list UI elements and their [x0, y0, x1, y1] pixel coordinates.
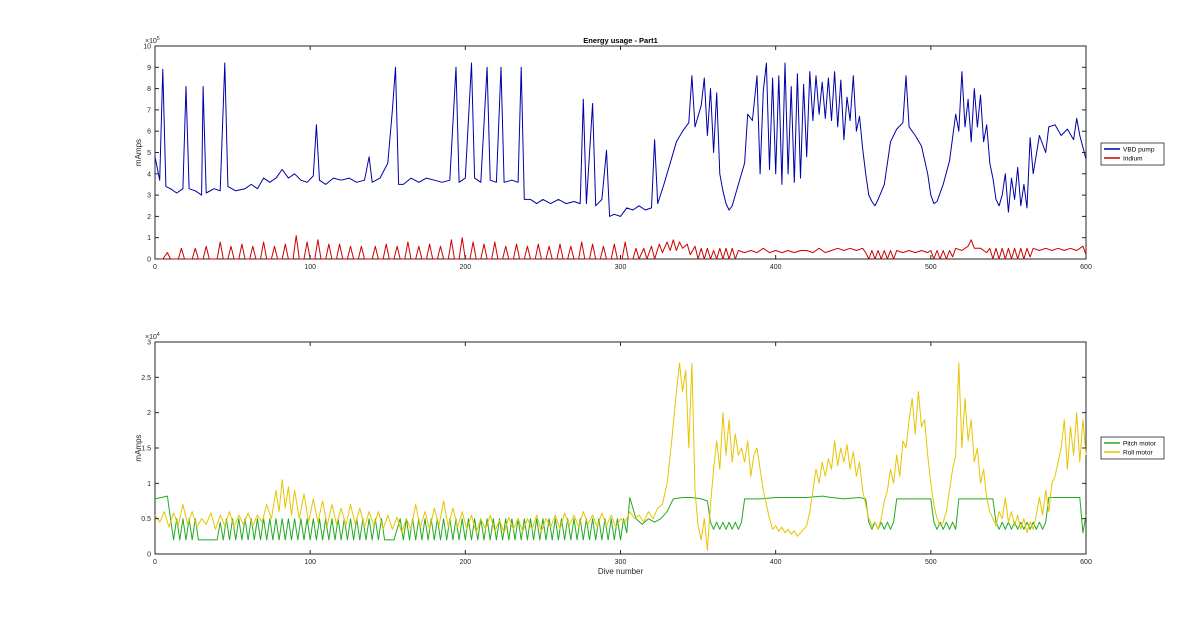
y-axis-label: mAmps — [134, 139, 143, 166]
y-tick-label: 10 — [143, 44, 151, 51]
y-axis-label: mAmps — [134, 434, 143, 461]
y-tick-label: 2.5 — [141, 375, 151, 382]
series-line-pitch-motor — [154, 495, 1087, 541]
y-tick-label: 1.5 — [141, 446, 151, 453]
x-tick-label: 600 — [1080, 559, 1092, 566]
legend-entry-label: Iridium — [1123, 155, 1143, 162]
x-tick-label: 400 — [770, 264, 782, 271]
y-tick-label: 1 — [147, 481, 151, 488]
y-tick-label: 0.5 — [141, 516, 151, 523]
x-tick-label: 500 — [925, 264, 937, 271]
x-tick-label: 200 — [459, 264, 471, 271]
legend: VBD pump Iridium — [1100, 142, 1165, 166]
x-tick-label: 200 — [459, 559, 471, 566]
y-multiplier-label: ×104 — [145, 332, 160, 341]
legend-entry-label: Pitch motor — [1123, 440, 1157, 447]
x-tick-label: 0 — [153, 559, 157, 566]
chart-title: Energy usage - Part1 — [583, 36, 658, 45]
x-tick-label: 300 — [615, 264, 627, 271]
y-tick-label: 4 — [147, 171, 151, 178]
series-line-roll-motor — [154, 362, 1087, 551]
series-line-vbd-pump — [154, 62, 1087, 217]
y-tick-label: 8 — [147, 86, 151, 93]
y-multiplier-label: ×105 — [145, 36, 160, 45]
y-tick-label: 7 — [147, 107, 151, 114]
y-tick-label: 5 — [147, 150, 151, 157]
y-tick-label: 1 — [147, 235, 151, 242]
x-tick-label: 0 — [153, 264, 157, 271]
legend-entry-label: Roll motor — [1123, 449, 1153, 456]
legend-entry-label: VBD pump — [1123, 146, 1155, 153]
x-tick-label: 600 — [1080, 264, 1092, 271]
x-tick-label: 100 — [304, 264, 316, 271]
x-tick-label: 400 — [770, 559, 782, 566]
x-axis-label: Dive number — [598, 567, 644, 576]
y-tick-label: 3 — [147, 193, 151, 200]
plot-area — [154, 45, 1087, 260]
y-tick-label: 2 — [147, 214, 151, 221]
x-tick-label: 100 — [304, 559, 316, 566]
y-tick-label: 0 — [147, 257, 151, 264]
x-tick-label: 300 — [615, 559, 627, 566]
y-tick-label: 3 — [147, 340, 151, 347]
y-tick-label: 6 — [147, 129, 151, 136]
y-tick-label: 2 — [147, 410, 151, 417]
y-tick-label: 0 — [147, 552, 151, 559]
x-tick-label: 500 — [925, 559, 937, 566]
legend: Pitch motor Roll motor — [1100, 436, 1165, 460]
energy-usage-chart: 0 100 200 300 400 500 600 0 1 2 3 4 5 6 7 8 9 10×105 mAmps… — [134, 36, 1165, 271]
y-tick-label: 9 — [147, 65, 151, 72]
motor-usage-chart: 0 100 200 300 400 500 600 0 0.5 1 1.5 2 2.5 3×104 mAmp… — [134, 332, 1165, 576]
